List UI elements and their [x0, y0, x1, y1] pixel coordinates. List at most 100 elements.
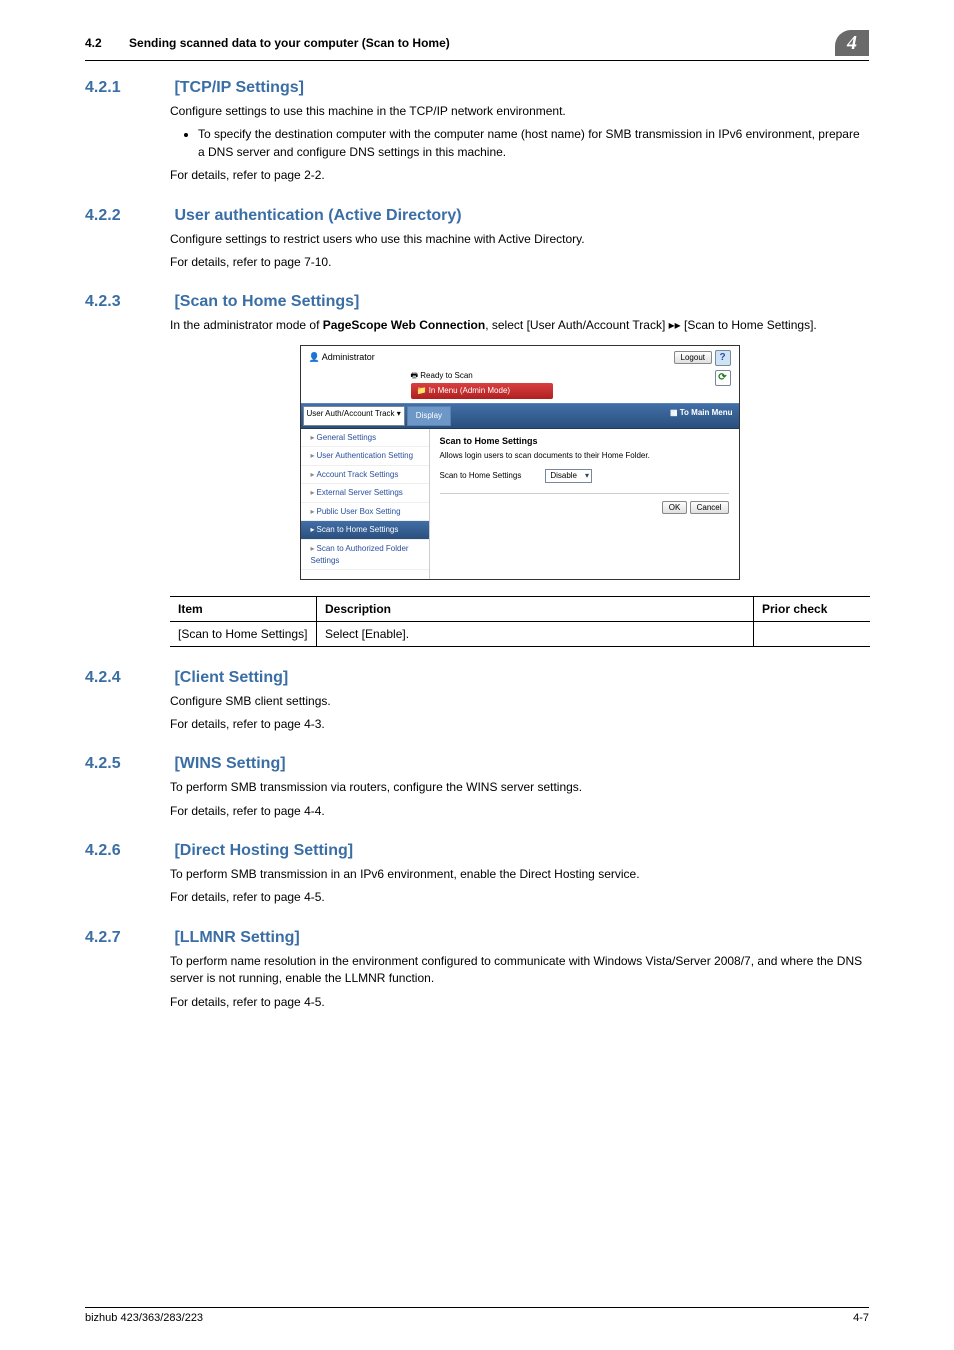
td-prior-check: [754, 621, 871, 646]
table-row: [Scan to Home Settings] Select [Enable].: [170, 621, 870, 646]
scan-to-home-select[interactable]: Disable: [545, 469, 592, 483]
heading-number: 4.2.7: [85, 929, 170, 947]
main-panel: Scan to Home Settings Allows login users…: [430, 429, 739, 579]
sidebar-item-scan-to-authorized[interactable]: ▸Scan to Authorized Folder Settings: [301, 540, 429, 570]
heading-number: 4.2.3: [85, 293, 170, 311]
th-prior-check: Prior check: [754, 596, 871, 621]
paragraph: For details, refer to page 7-10.: [170, 254, 869, 271]
paragraph: Configure SMB client settings.: [170, 693, 869, 710]
sidebar-item-public-user-box[interactable]: ▸Public User Box Setting: [301, 503, 429, 522]
bullet-item: To specify the destination computer with…: [198, 126, 869, 161]
paragraph: In the administrator mode of PageScope W…: [170, 317, 869, 334]
sidebar-item-external-server[interactable]: ▸External Server Settings: [301, 484, 429, 503]
nav-row: User Auth/Account Track ▾ Display ▦ To M…: [301, 403, 739, 429]
intro-post: , select [User Auth/Account Track] ▸▸ [S…: [485, 318, 817, 332]
intro-bold: PageScope Web Connection: [323, 318, 485, 332]
sidebar-item-user-auth[interactable]: ▸User Authentication Setting: [301, 447, 429, 466]
option-label: Scan to Home Settings: [440, 470, 522, 482]
header-left: 4.2 Sending scanned data to your compute…: [85, 36, 450, 50]
panel-subtitle: Allows login users to scan documents to …: [440, 450, 729, 462]
paragraph: Configure settings to use this machine i…: [170, 103, 869, 120]
paragraph: For details, refer to page 2-2.: [170, 167, 869, 184]
heading-title: [WINS Setting]: [174, 755, 285, 772]
header-section-title: Sending scanned data to your computer (S…: [129, 36, 450, 50]
user-icon: 👤: [309, 352, 320, 362]
heading-number: 4.2.2: [85, 207, 170, 225]
th-item: Item: [170, 596, 317, 621]
page-header: 4.2 Sending scanned data to your compute…: [85, 30, 869, 61]
to-main-text: To Main Menu: [680, 408, 733, 417]
logout-button[interactable]: Logout: [674, 351, 712, 364]
paragraph: To perform name resolution in the enviro…: [170, 953, 869, 988]
folder-icon: 📁: [417, 386, 429, 395]
th-description: Description: [317, 596, 754, 621]
heading-title: [LLMNR Setting]: [174, 929, 299, 946]
section-4-2-2: 4.2.2 User authentication (Active Direct…: [85, 207, 869, 272]
category-dropdown[interactable]: User Auth/Account Track ▾: [303, 406, 405, 426]
section-body: Configure settings to use this machine i…: [170, 103, 869, 185]
paragraph: For details, refer to page 4-5.: [170, 889, 869, 906]
sidebar-label: Account Track Settings: [317, 470, 399, 479]
dropdown-value: User Auth/Account Track: [307, 409, 395, 418]
heading-title: [Direct Hosting Setting]: [174, 842, 353, 859]
td-description: Select [Enable].: [317, 621, 754, 646]
heading-number: 4.2.5: [85, 755, 170, 773]
footer-page-number: 4-7: [853, 1312, 869, 1324]
admin-text: Administrator: [322, 352, 375, 362]
intro-pre: In the administrator mode of: [170, 318, 323, 332]
shot-topbar: 👤 Administrator Logout ?: [301, 346, 739, 370]
sidebar-label: User Authentication Setting: [317, 451, 414, 460]
heading: 4.2.4 [Client Setting]: [85, 669, 869, 687]
section-4-2-7: 4.2.7 [LLMNR Setting] To perform name re…: [85, 929, 869, 1011]
section-4-2-3: 4.2.3 [Scan to Home Settings] In the adm…: [85, 293, 869, 646]
status-text: Ready to Scan: [420, 371, 472, 380]
admin-label: 👤 Administrator: [309, 351, 375, 364]
paragraph: To perform SMB transmission via routers,…: [170, 779, 869, 796]
heading-title: User authentication (Active Directory): [174, 207, 461, 224]
refresh-icon[interactable]: ⟳: [715, 370, 731, 386]
section-4-2-6: 4.2.6 [Direct Hosting Setting] To perfor…: [85, 842, 869, 907]
help-icon[interactable]: ?: [715, 350, 731, 366]
section-body: Configure settings to restrict users who…: [170, 231, 869, 272]
bullet-list: To specify the destination computer with…: [170, 126, 869, 161]
paragraph: Configure settings to restrict users who…: [170, 231, 869, 248]
cancel-button[interactable]: Cancel: [690, 501, 729, 514]
heading-number: 4.2.4: [85, 669, 170, 687]
sidebar-label: External Server Settings: [317, 488, 403, 497]
settings-table: Item Description Prior check [Scan to Ho…: [170, 596, 870, 647]
section-4-2-1: 4.2.1 [TCP/IP Settings] Configure settin…: [85, 79, 869, 185]
option-row: Scan to Home Settings Disable: [440, 469, 729, 483]
embedded-screenshot: 👤 Administrator Logout ? 🖶 Ready to Scan…: [300, 345, 740, 580]
heading: 4.2.6 [Direct Hosting Setting]: [85, 842, 869, 860]
section-body: Configure SMB client settings. For detai…: [170, 693, 869, 734]
printer-icon: 🖶: [411, 371, 421, 380]
page-footer: bizhub 423/363/283/223 4-7: [85, 1307, 869, 1324]
mode-text: In Menu (Admin Mode): [429, 386, 510, 395]
shot-body: ▸General Settings ▸User Authentication S…: [301, 429, 739, 579]
topbar-right: Logout ?: [674, 350, 731, 366]
to-main-menu-link[interactable]: ▦ To Main Menu: [664, 404, 739, 428]
section-4-2-5: 4.2.5 [WINS Setting] To perform SMB tran…: [85, 755, 869, 820]
status-row: 🖶 Ready to Scan ⟳: [301, 370, 739, 384]
heading: 4.2.3 [Scan to Home Settings]: [85, 293, 869, 311]
button-row: OK Cancel: [440, 493, 729, 514]
display-tab[interactable]: Display: [407, 406, 451, 426]
heading-title: [Client Setting]: [174, 669, 288, 686]
sidebar-item-scan-to-home[interactable]: ▸Scan to Home Settings: [301, 521, 429, 540]
td-item: [Scan to Home Settings]: [170, 621, 317, 646]
heading-title: [Scan to Home Settings]: [174, 293, 359, 310]
sidebar-item-account-track[interactable]: ▸Account Track Settings: [301, 466, 429, 485]
paragraph: For details, refer to page 4-3.: [170, 716, 869, 733]
section-body: To perform SMB transmission via routers,…: [170, 779, 869, 820]
mode-bar: 📁 In Menu (Admin Mode): [411, 383, 553, 399]
heading: 4.2.1 [TCP/IP Settings]: [85, 79, 869, 97]
sidebar-item-general[interactable]: ▸General Settings: [301, 429, 429, 448]
section-body: To perform SMB transmission in an IPv6 e…: [170, 866, 869, 907]
page: 4.2 Sending scanned data to your compute…: [0, 0, 954, 1350]
table-header-row: Item Description Prior check: [170, 596, 870, 621]
menu-icon: ▦: [670, 408, 680, 417]
ok-button[interactable]: OK: [662, 501, 688, 514]
paragraph: For details, refer to page 4-4.: [170, 803, 869, 820]
sidebar-label: Public User Box Setting: [317, 507, 401, 516]
paragraph: To perform SMB transmission in an IPv6 e…: [170, 866, 869, 883]
